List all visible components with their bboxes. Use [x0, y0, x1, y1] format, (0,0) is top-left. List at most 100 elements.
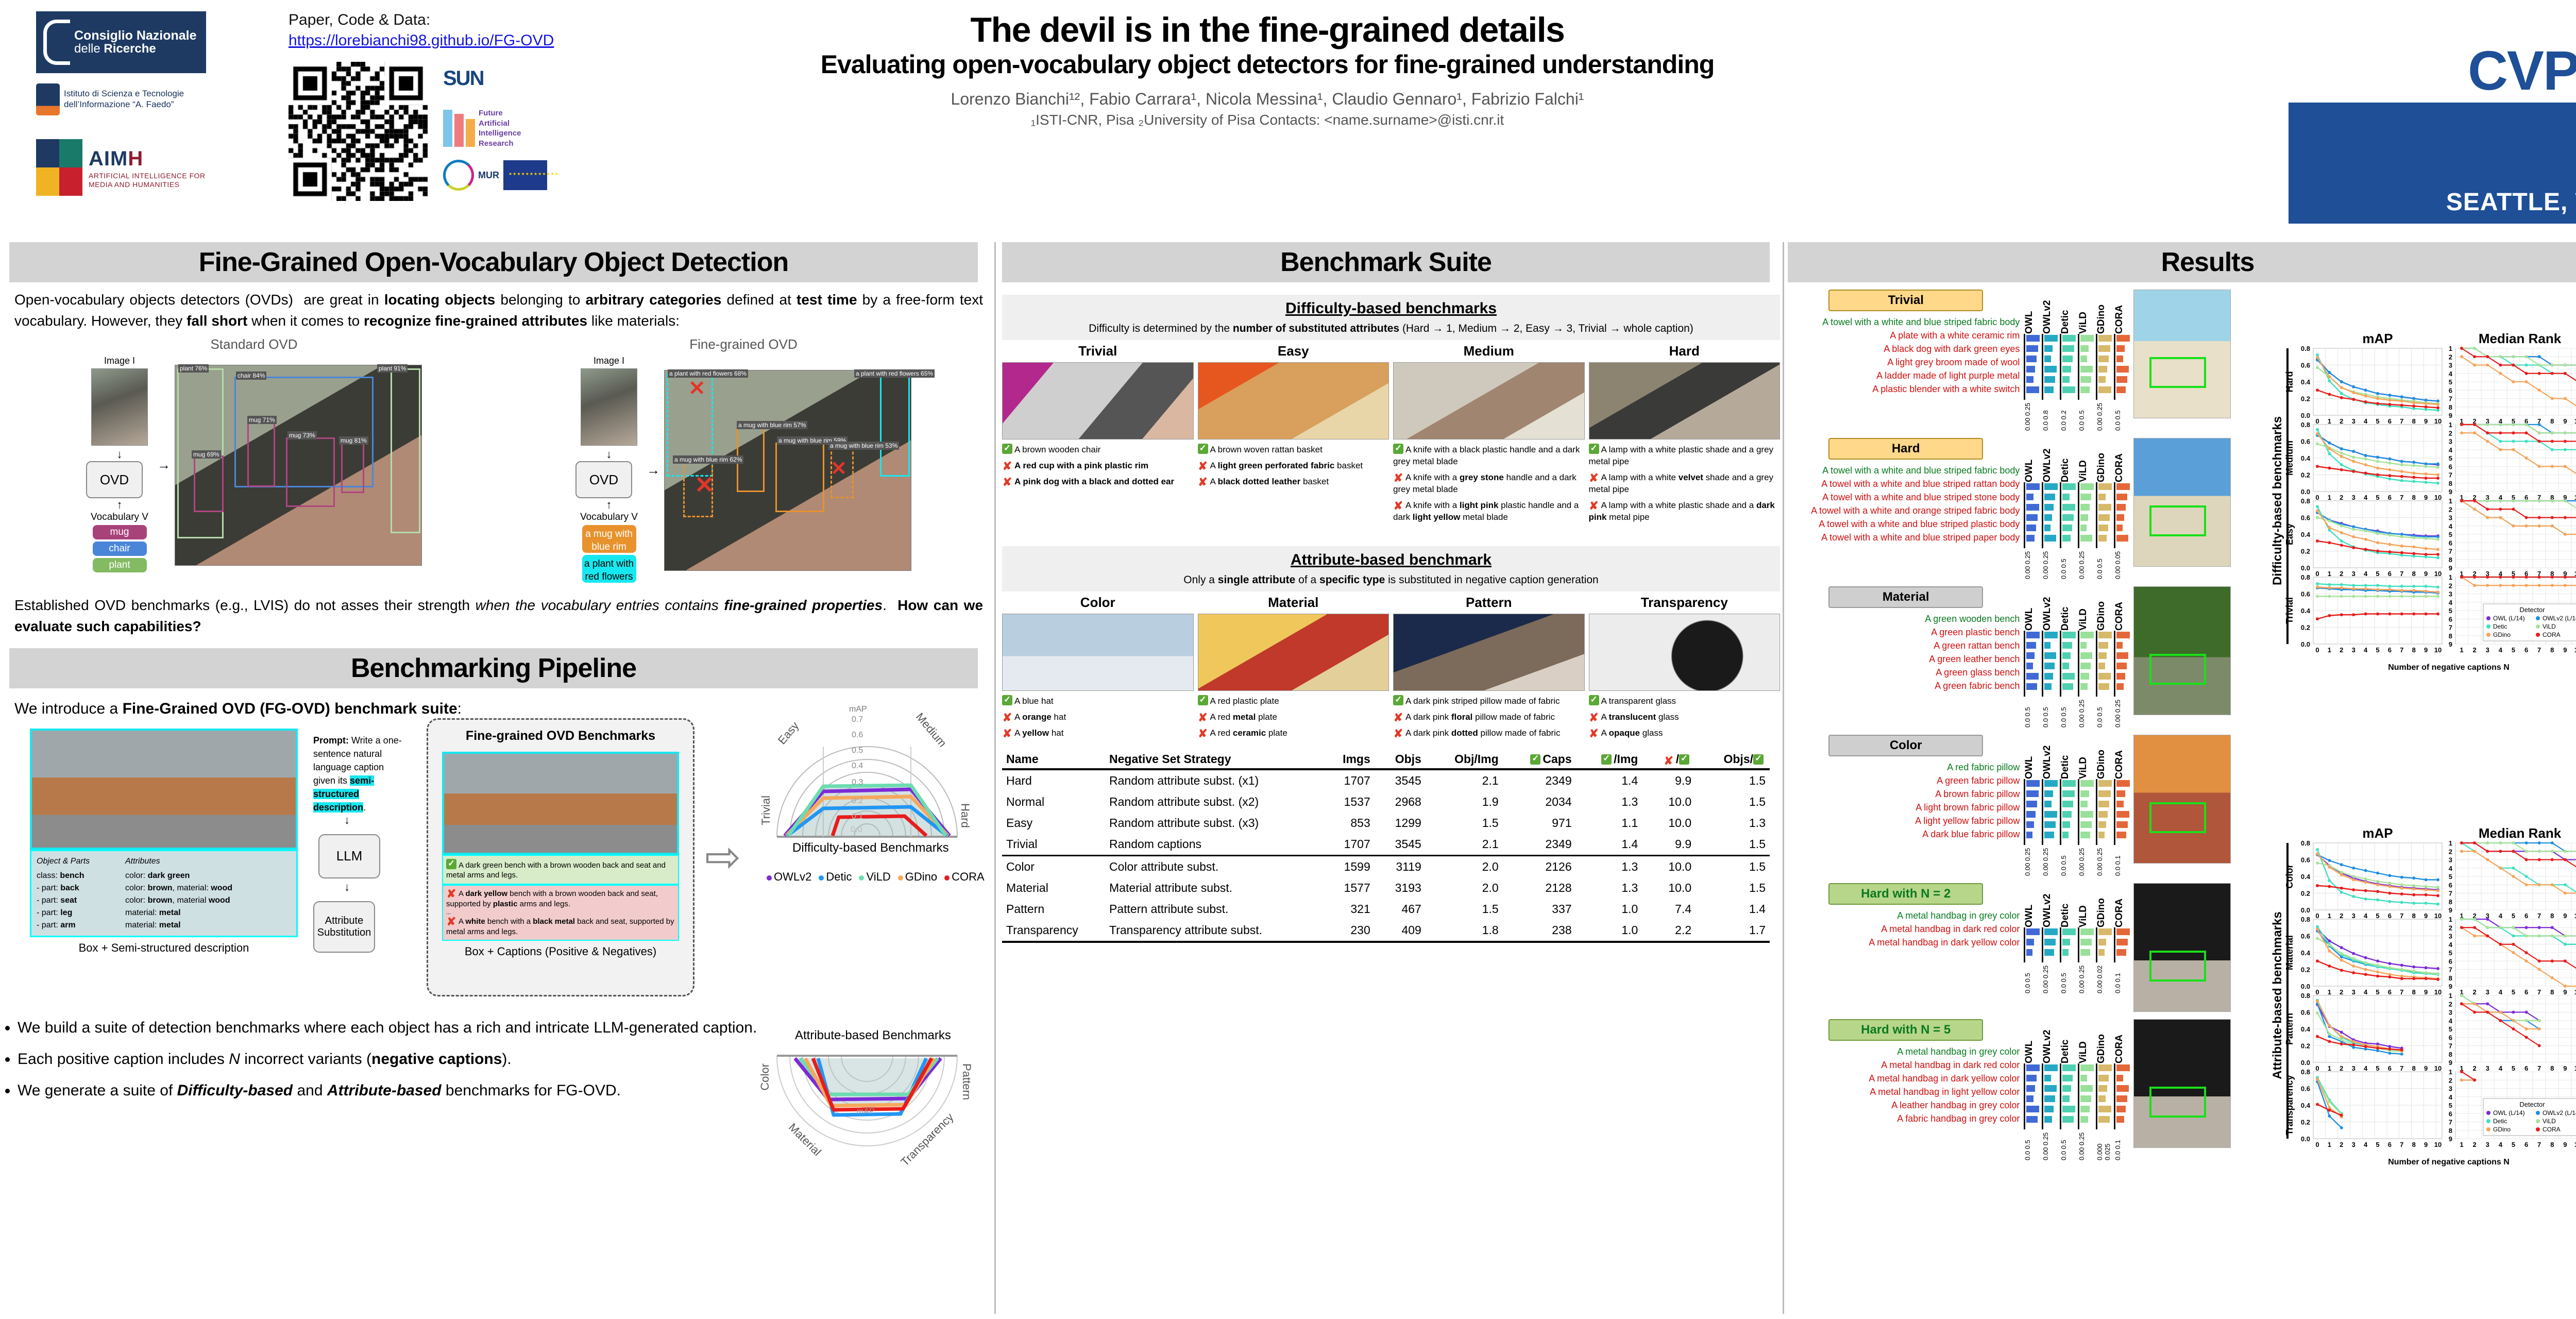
score-bar: [2098, 1085, 2107, 1092]
difficulty-neg-1-0: A light green perforated fabric basket: [1198, 460, 1389, 472]
svg-text:Hard: Hard: [2284, 371, 2295, 392]
svg-text:Transparency: Transparency: [2284, 1075, 2295, 1135]
svg-text:8: 8: [2449, 403, 2452, 411]
score-bar: [2062, 494, 2070, 500]
detector-bar-column: [2024, 334, 2040, 400]
svg-text:9: 9: [2449, 983, 2452, 990]
cross-icon-a31: [1589, 729, 1599, 739]
svg-text:3: 3: [2352, 570, 2355, 578]
fair-l4: Research: [479, 139, 514, 148]
score-bar: [2026, 1064, 2040, 1071]
svg-text:0.8: 0.8: [2301, 916, 2310, 923]
svg-text:5: 5: [2512, 988, 2515, 996]
svg-text:1: 1: [2460, 570, 2463, 578]
radar-axis-trivial: Trivial: [759, 795, 772, 825]
score-bar: [2080, 632, 2094, 638]
svg-text:0.0: 0.0: [2301, 1135, 2310, 1143]
svg-text:2: 2: [2449, 1000, 2452, 1008]
detector-bar-column: [2113, 779, 2130, 845]
cross-icon-a10: [1198, 713, 1208, 723]
table-cell: 1.4: [1749, 902, 1766, 916]
score-bar: [2116, 928, 2130, 935]
score-bar: [2098, 632, 2112, 638]
score-bar: [2044, 663, 2055, 669]
check-icon-th3: [1753, 753, 1764, 765]
svg-text:5: 5: [2449, 949, 2452, 957]
score-bar: [2026, 801, 2038, 807]
score-bar: [2062, 504, 2076, 511]
check-icon-positive: [446, 858, 456, 869]
svg-text:5: 5: [2449, 531, 2452, 538]
fair-l2: Artificial: [479, 119, 510, 128]
svg-text:10: 10: [2574, 912, 2576, 920]
svg-text:CORA: CORA: [2543, 631, 2561, 638]
svg-text:7: 7: [2449, 395, 2452, 403]
score-bar: [2098, 939, 2106, 945]
score-bar: [2026, 535, 2035, 542]
score-bar: [2098, 504, 2111, 511]
score-bar: [2116, 335, 2130, 342]
score-bar: [2098, 949, 2105, 956]
affiliations: ₁ISTI-CNR, Pisa ₂University of Pisa Cont…: [1030, 112, 1504, 128]
svg-text:5: 5: [2512, 1141, 2515, 1148]
cnr-logo: Consiglio Nazionale delle Ricerche: [36, 11, 206, 73]
svg-text:7: 7: [2400, 912, 2403, 920]
score-bar: [2062, 790, 2075, 797]
bbox-mug59: [775, 442, 824, 512]
detector-bar-column: [2042, 482, 2058, 548]
score-bar: [2044, 1085, 2057, 1092]
svg-text:2: 2: [2340, 1141, 2343, 1148]
svg-text:0.6: 0.6: [2301, 362, 2310, 369]
svg-text:4: 4: [2364, 912, 2368, 920]
negative-caption: A metal handbag in dark red color: [1881, 924, 2020, 935]
table-cell: 1577: [1344, 881, 1370, 895]
detector-bar-column: [2113, 334, 2130, 400]
table-cell: Transparency: [1002, 920, 1105, 943]
score-bar: [2116, 832, 2126, 838]
arrow-right-icon-fg: →: [647, 462, 660, 478]
score-bar: [2098, 386, 2111, 393]
table-cell: 1.5: [1482, 902, 1499, 916]
bbox-label-mug73: mug 73%: [287, 431, 317, 439]
svg-text:3: 3: [2352, 494, 2355, 501]
poster-header: Consiglio Nazionale delle Ricerche Istit…: [0, 0, 2576, 237]
attribute-neg-0-0: A orange hat: [1002, 712, 1194, 723]
bar-axis-ticks: 0.00 0.25: [2042, 1132, 2050, 1160]
svg-text:3: 3: [2449, 856, 2452, 864]
detector-axis-label: CORA: [2113, 750, 2125, 779]
score-bar: [2044, 811, 2058, 818]
ovd-box-fg: OVD: [575, 461, 632, 499]
detector-bar-column: [2060, 927, 2076, 962]
bar-axis-ticks: 0.0 0.5: [2060, 1140, 2068, 1160]
table-cell: 1.5: [1482, 816, 1499, 830]
detector-bar-column: [2095, 1063, 2112, 1129]
score-bar: [2080, 335, 2094, 342]
negative-caption: A towel with a white and orange striped …: [1811, 505, 2020, 516]
svg-text:OWL (L/14): OWL (L/14): [2493, 1109, 2525, 1117]
score-bar: [2116, 790, 2125, 797]
difficulty-examples-grid: Trivial A brown wooden chair A red cup w…: [1002, 343, 1780, 528]
detector-bar-column: [2113, 482, 2130, 548]
svg-text:10: 10: [2434, 988, 2442, 996]
paper-url-link[interactable]: https://lorebianchi98.github.io/FG-OVD: [289, 32, 554, 49]
svg-text:6: 6: [2388, 646, 2392, 654]
benchmark-pill-color: Color: [1828, 735, 1984, 756]
score-bar: [2098, 811, 2108, 818]
detector-axis-label: OWL: [2024, 904, 2035, 927]
svg-text:7: 7: [2537, 494, 2541, 501]
negative-caption: A leather handbag in grey color: [1891, 1100, 2020, 1111]
score-bar: [2026, 494, 2034, 500]
qr-code[interactable]: [289, 62, 428, 201]
cross-icon-d21: [1393, 501, 1403, 511]
score-bar: [2044, 1064, 2058, 1071]
svg-text:5: 5: [2376, 1141, 2379, 1148]
score-bar: [2044, 673, 2054, 680]
score-bar: [2116, 535, 2128, 542]
score-bar: [2080, 811, 2093, 818]
cross-icon-a01: [1002, 729, 1012, 739]
caption-list: A metal handbag in grey color A metal han…: [1788, 909, 2024, 949]
difficulty-col-trivial: Trivial A brown wooden chair A red cup w…: [1002, 343, 1194, 528]
detector-axis-label: OWLv2: [2042, 745, 2053, 779]
score-bar: [2080, 504, 2090, 511]
svg-text:OWLv2 (L/14): OWLv2 (L/14): [2543, 615, 2576, 622]
